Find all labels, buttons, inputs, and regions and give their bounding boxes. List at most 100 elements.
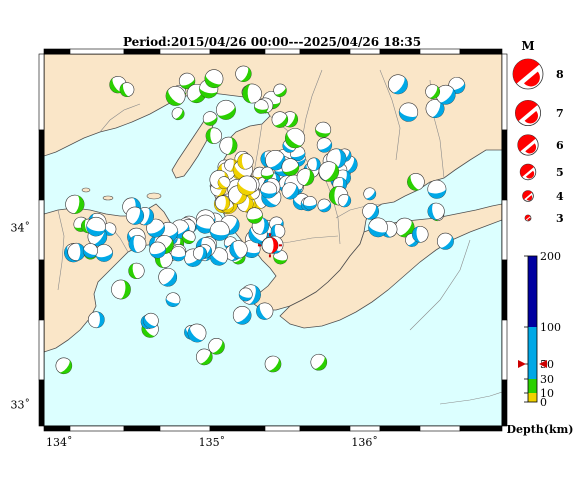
focal-mechanism bbox=[242, 83, 262, 104]
focal-mechanism bbox=[284, 128, 306, 149]
focal-mechanism bbox=[165, 86, 186, 106]
y-tick-label: 34˚ bbox=[11, 222, 31, 235]
focal-mechanism bbox=[143, 312, 159, 329]
frame-segment bbox=[264, 425, 301, 432]
focal-mechanism bbox=[171, 107, 185, 121]
magnitude-legend-title: M bbox=[521, 39, 534, 53]
focal-mechanism bbox=[67, 242, 86, 261]
land-islet bbox=[102, 195, 114, 201]
focal-mechanism bbox=[196, 348, 213, 366]
magnitude-legend-symbol bbox=[524, 214, 532, 222]
focal-mechanism bbox=[204, 69, 224, 89]
focal-mechanism bbox=[260, 181, 278, 199]
x-tick-label: 136˚ bbox=[351, 436, 378, 449]
frame-segment bbox=[43, 425, 71, 432]
magnitude-legend-label: 4 bbox=[556, 190, 564, 203]
depth-scale-segment bbox=[528, 327, 537, 379]
depth-scale-segment bbox=[528, 256, 537, 327]
focal-mechanism bbox=[264, 355, 282, 373]
frame-segment bbox=[38, 53, 45, 131]
depth-scale-segment bbox=[528, 393, 537, 402]
focal-mechanism bbox=[271, 111, 289, 128]
frame-segment bbox=[123, 48, 161, 55]
focal-mechanism bbox=[149, 241, 166, 259]
focal-mechanism bbox=[296, 168, 315, 186]
land-islet bbox=[146, 192, 162, 200]
focal-mechanism bbox=[368, 217, 388, 238]
focal-mechanism bbox=[209, 220, 230, 241]
frame-segment bbox=[38, 259, 45, 321]
focal-mechanism bbox=[254, 99, 269, 114]
magnitude-legend-label: 6 bbox=[556, 139, 564, 152]
depth-tick-label: 200 bbox=[540, 250, 561, 263]
frame-segment bbox=[264, 48, 301, 55]
focal-mechanism bbox=[216, 99, 236, 120]
frame-segment bbox=[159, 425, 211, 432]
focal-mechanism bbox=[246, 207, 263, 224]
frame-segment bbox=[123, 425, 161, 432]
depth-marker-arrow bbox=[539, 360, 547, 368]
frame-segment bbox=[379, 425, 421, 432]
focal-mechanism bbox=[273, 249, 288, 265]
focal-mechanism bbox=[317, 198, 332, 213]
frame-segment bbox=[299, 425, 351, 432]
focal-mechanism bbox=[65, 194, 85, 214]
focal-mechanism bbox=[82, 243, 98, 259]
magnitude-legend-label: 7 bbox=[556, 107, 564, 120]
frame-segment bbox=[43, 48, 71, 55]
focal-mechanism bbox=[87, 311, 105, 329]
focal-mechanism bbox=[205, 127, 223, 144]
focal-mechanism bbox=[146, 218, 165, 238]
frame-segment bbox=[501, 379, 508, 427]
frame-segment bbox=[501, 53, 508, 131]
frame-segment bbox=[501, 319, 508, 381]
focal-mechanism bbox=[128, 235, 147, 253]
frame-segment bbox=[299, 48, 351, 55]
frame-segment bbox=[209, 425, 266, 432]
focal-mechanism bbox=[427, 179, 447, 199]
focal-mechanism bbox=[165, 292, 181, 307]
focal-mechanism bbox=[158, 267, 178, 287]
focal-mechanism bbox=[232, 305, 252, 325]
focal-mechanism bbox=[310, 353, 328, 371]
magnitude-legend-symbol bbox=[519, 163, 537, 181]
focal-mechanism bbox=[235, 65, 252, 82]
x-tick-label: 134˚ bbox=[46, 436, 73, 449]
focal-mechanism bbox=[388, 74, 408, 95]
focal-mechanism bbox=[119, 82, 135, 97]
focal-mechanism bbox=[425, 84, 441, 99]
focal-mechanism bbox=[181, 230, 196, 244]
focal-mechanism bbox=[193, 246, 208, 261]
frame-segment bbox=[501, 199, 508, 261]
frame-segment bbox=[38, 379, 45, 427]
frame-segment bbox=[38, 319, 45, 381]
main-event-mechanism bbox=[257, 233, 282, 258]
depth-tick-label: 10 bbox=[540, 387, 554, 400]
frame-segment bbox=[38, 129, 45, 201]
magnitude-legend-symbol bbox=[512, 58, 544, 90]
focal-mechanism bbox=[95, 244, 113, 262]
focal-mechanism bbox=[111, 279, 131, 300]
focal-mechanism bbox=[86, 216, 106, 237]
x-tick-label: 135˚ bbox=[199, 436, 226, 449]
focal-mechanism bbox=[398, 102, 419, 122]
focal-mechanism bbox=[337, 194, 352, 208]
frame-segment bbox=[501, 259, 508, 321]
frame-segment bbox=[459, 48, 503, 55]
focal-mechanism bbox=[202, 111, 218, 126]
frame-segment bbox=[69, 425, 125, 432]
frame-segment bbox=[501, 129, 508, 201]
focal-mechanism bbox=[436, 232, 454, 250]
focal-mechanism bbox=[187, 323, 207, 343]
focal-mechanism bbox=[229, 240, 248, 259]
focal-mechanism bbox=[242, 239, 261, 258]
main-event-marker bbox=[257, 233, 282, 258]
frame-segment bbox=[379, 48, 421, 55]
focal-mechanism bbox=[315, 121, 332, 138]
depth-scale-segment bbox=[528, 379, 537, 393]
focal-mechanism bbox=[270, 223, 286, 239]
y-tick-label: 33˚ bbox=[11, 399, 31, 412]
focal-mechanism bbox=[281, 182, 299, 200]
focal-mechanism bbox=[238, 287, 253, 302]
depth-tick-label: 0 bbox=[540, 396, 547, 409]
